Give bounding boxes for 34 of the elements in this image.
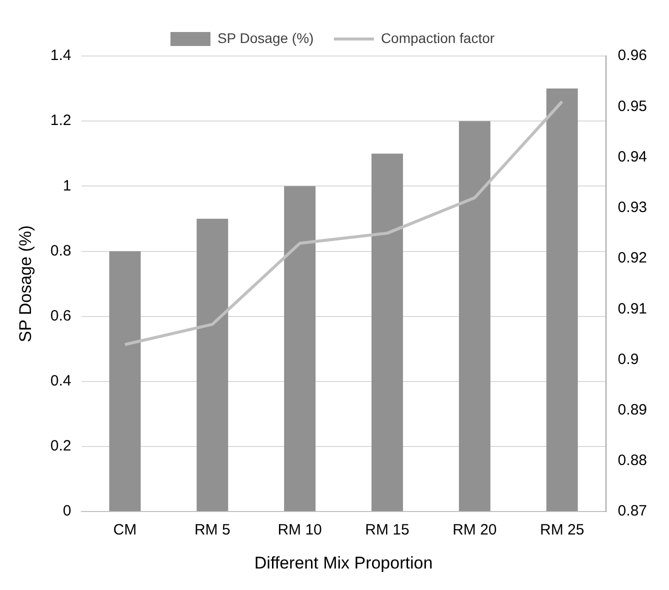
bar [372,154,403,512]
y2-tick-label: 0.94 [618,148,648,166]
y-tick-label: 0.8 [50,242,72,260]
x-tick-label: RM 15 [365,522,410,539]
bar [458,121,490,512]
x-axis-title: Different Mix Proportion [254,553,433,572]
bar [109,251,141,512]
y2-tick-label: 0.91 [618,300,648,318]
y2-tick-label: 0.89 [618,401,648,418]
legend-label: Compaction factor [380,30,495,46]
y-tick-label: 1.4 [50,47,72,64]
y-tick-label: 1 [62,177,72,194]
y-tick-label: 0.6 [50,307,72,324]
bar [196,218,228,512]
y2-tick-label: 0.88 [618,452,648,470]
y-tick-label: 0 [62,502,72,520]
legend-label: SP Dosage (%) [217,30,314,46]
y2-tick-label: 0.87 [618,502,648,520]
y2-tick-label: 0.95 [618,98,648,115]
y-axis-title: SP Dosage (%) [16,225,35,342]
y-tick-label: 1.2 [50,112,72,130]
y2-tick-label: 0.9 [618,350,639,368]
x-tick-label: RM 5 [194,522,230,539]
y2-tick-label: 0.96 [618,47,648,64]
x-tick-label: RM 20 [452,522,497,539]
y2-tick-label: 0.93 [618,199,648,216]
bar [284,186,316,512]
bar [546,88,578,512]
y-tick-label: 0.2 [50,438,72,455]
x-tick-label: RM 10 [278,522,322,539]
x-tick-label: CM [113,522,137,539]
y-tick-label: 0.4 [50,372,72,390]
y2-tick-label: 0.92 [618,250,648,267]
x-tick-label: RM 25 [540,522,584,539]
